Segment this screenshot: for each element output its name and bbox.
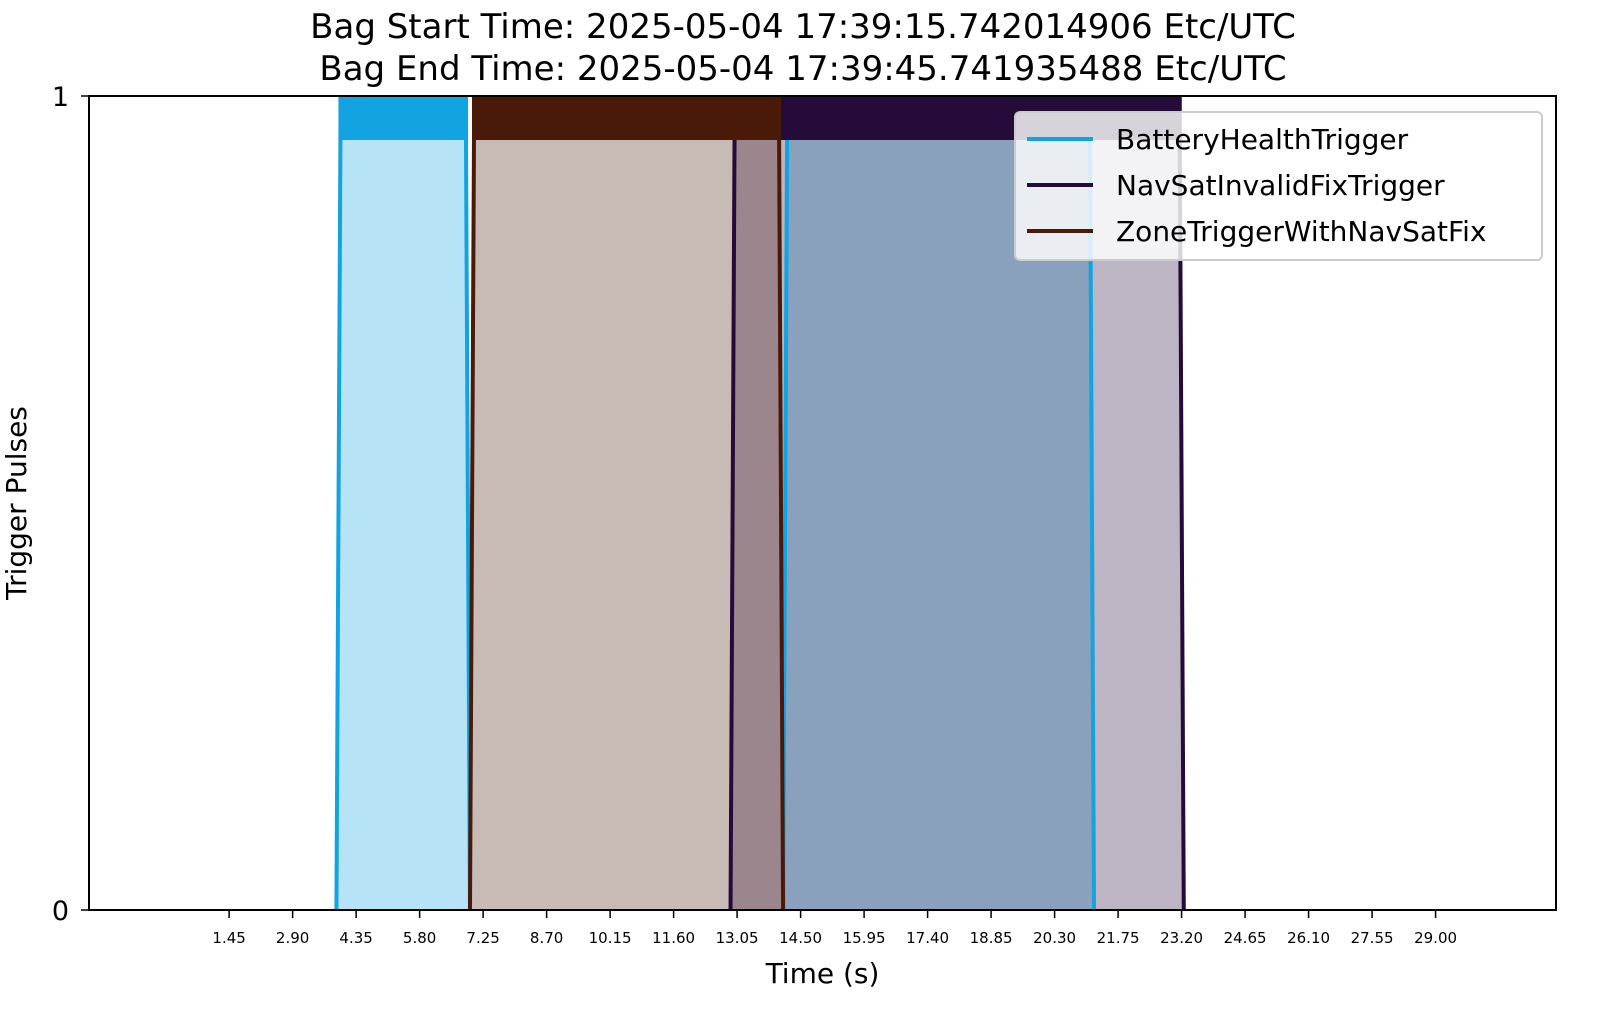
x-tick-label: 21.75 [1097, 929, 1140, 947]
y-tick-label: 0 [52, 896, 69, 927]
x-tick-label: 2.90 [276, 929, 309, 947]
x-tick-label: 26.10 [1287, 929, 1330, 947]
x-tick-label: 4.35 [339, 929, 372, 947]
pulse-fill-layer [336, 138, 1184, 910]
x-tick-label: 27.55 [1351, 929, 1394, 947]
x-axis-label: Time (s) [765, 957, 880, 990]
x-tick-label: 23.20 [1160, 929, 1203, 947]
x-tick-label: 11.60 [652, 929, 695, 947]
legend-label-BatteryHealthTrigger: BatteryHealthTrigger [1116, 123, 1409, 156]
x-tick-label: 1.45 [212, 929, 245, 947]
x-tick-label: 14.50 [779, 929, 822, 947]
x-tick-label: 20.30 [1033, 929, 1076, 947]
chart-title-line-2: Bag End Time: 2025-05-04 17:39:45.741935… [319, 49, 1286, 89]
pulse-top-ZoneTriggerWithNavSatFix-0 [471, 96, 782, 138]
pulse-fill-NavSatInvalidFixTrigger-0 [730, 138, 1184, 910]
pulse-fill-ZoneTriggerWithNavSatFix-0 [469, 138, 784, 910]
pulse-top-BatteryHealthTrigger-0 [338, 96, 468, 138]
legend-label-NavSatInvalidFixTrigger: NavSatInvalidFixTrigger [1116, 169, 1445, 202]
chart-title-line-1: Bag Start Time: 2025-05-04 17:39:15.7420… [310, 7, 1296, 47]
pulse-fill-BatteryHealthTrigger-0 [336, 138, 470, 910]
x-tick-label: 24.65 [1224, 929, 1267, 947]
x-tick-label: 5.80 [403, 929, 436, 947]
y-axis-label: Trigger Pulses [0, 406, 33, 601]
x-tick-label: 8.70 [530, 929, 563, 947]
x-tick-label: 29.00 [1414, 929, 1457, 947]
y-axis-ticks: 01 [52, 82, 89, 927]
y-tick-label: 1 [52, 82, 69, 113]
x-tick-label: 18.85 [970, 929, 1013, 947]
legend: BatteryHealthTrigger NavSatInvalidFixTrig… [1014, 111, 1543, 261]
legend-label-ZoneTriggerWithNavSatFix: ZoneTriggerWithNavSatFix [1116, 215, 1486, 248]
x-axis-ticks: 1.45 2.90 4.35 5.80 7.25 8.70 10.15 11.60 13.05 1… [212, 910, 1457, 947]
x-tick-label: 13.05 [716, 929, 759, 947]
pulse-fill-BatteryHealthTrigger-1 [783, 138, 1095, 910]
x-tick-label: 10.15 [589, 929, 632, 947]
x-tick-label: 7.25 [466, 929, 499, 947]
legend-box [1014, 111, 1543, 261]
x-tick-label: 15.95 [843, 929, 886, 947]
x-tick-label: 17.40 [906, 929, 949, 947]
plot-frame [88, 95, 1557, 911]
